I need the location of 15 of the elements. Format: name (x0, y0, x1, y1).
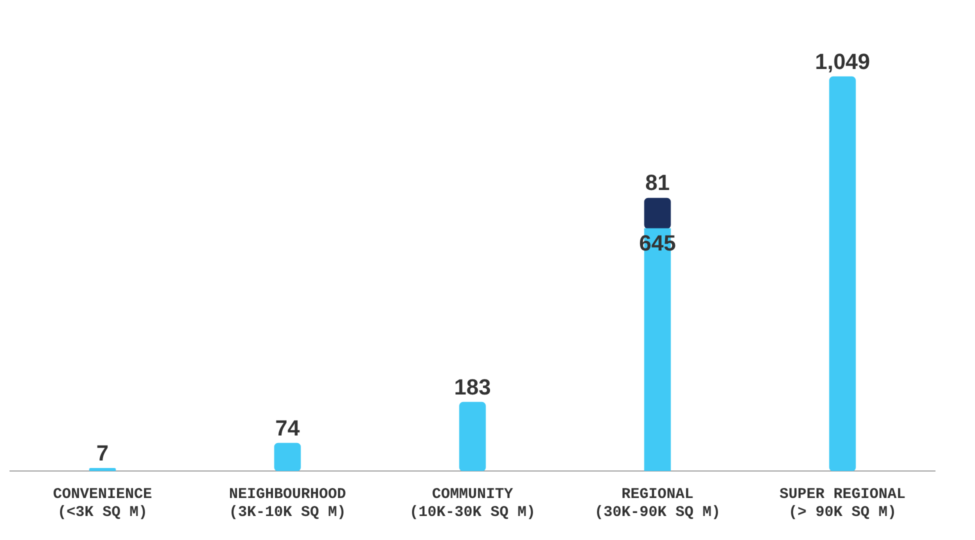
bar (459, 402, 486, 471)
x-tick-label: REGIONAL (30K-90K SQ M) (594, 486, 721, 521)
data-label: 74 (275, 415, 300, 440)
bar (89, 468, 116, 471)
data-label: 183 (454, 374, 491, 400)
bar (274, 442, 301, 471)
data-label: 81 (645, 170, 670, 196)
x-tick-label: CONVENIENCE (<3K SQ M) (52, 486, 152, 521)
x-tick-label: COMMUNITY (10K-30K SQ M) (409, 486, 536, 521)
x-tick-label: SUPER REGIONAL (> 90K SQ M) (779, 486, 906, 521)
data-label: 1,049 (814, 48, 870, 74)
data-label: 7 (96, 440, 109, 466)
x-tick-label: NEIGHBOURHOOD (3K-10K SQ M) (228, 486, 346, 521)
bar (829, 76, 856, 471)
bar (644, 198, 671, 229)
